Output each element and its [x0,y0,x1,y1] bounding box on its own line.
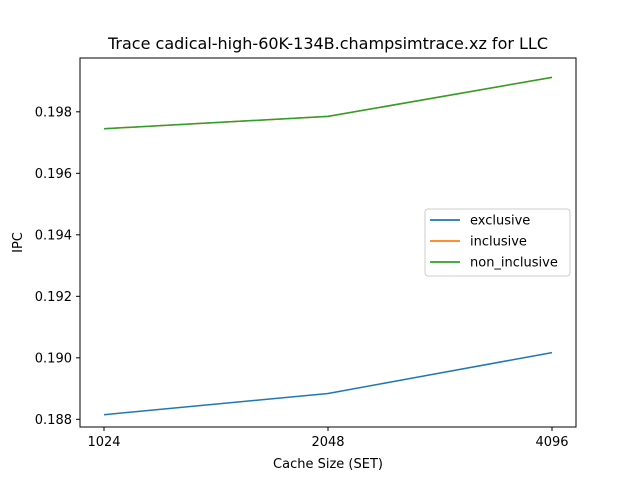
x-axis-label: Cache Size (SET) [273,457,383,472]
x-tick-label: 4096 [535,435,568,450]
x-tick-label: 2048 [311,435,344,450]
y-tick-label: 0.198 [35,105,72,120]
y-tick-label: 0.194 [35,228,72,243]
y-tick-label: 0.196 [35,167,72,182]
chart-title: Trace cadical-high-60K-134B.champsimtrac… [107,34,548,53]
plot-frame [79,57,577,428]
x-axis: 1024 2048 4096 [87,427,569,450]
legend-box [424,208,571,277]
legend-label: inclusive [470,235,527,250]
y-axis-label: IPC [11,232,26,253]
legend-label: exclusive [470,214,530,229]
series-layer [103,76,553,416]
y-tick-label: 0.188 [35,413,72,428]
legend: exclusive inclusive non_inclusive [424,208,571,277]
y-tick-label: 0.192 [35,290,72,305]
y-axis: 0.188 0.190 0.192 0.194 0.196 0.198 [35,105,80,428]
x-tick-label: 1024 [87,435,120,450]
y-tick-label: 0.190 [35,351,72,366]
legend-label: non_inclusive [470,256,558,271]
